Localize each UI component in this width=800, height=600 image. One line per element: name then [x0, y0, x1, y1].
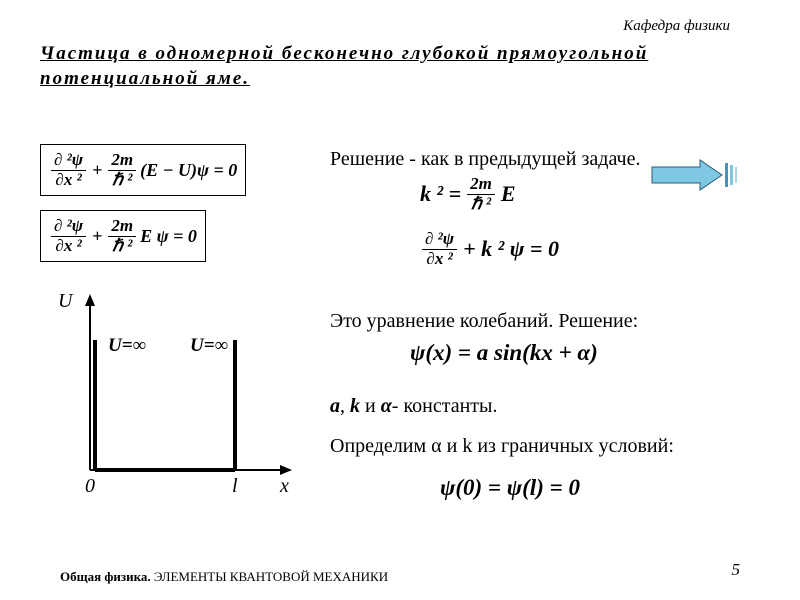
wave-equation: ∂ ²ψ ∂x ² + k ² ψ = 0 [420, 230, 559, 268]
eq1-frac2-num: 2m [108, 151, 136, 171]
arrow-icon [650, 155, 740, 200]
const-sep1: , [340, 395, 350, 417]
page-number: 5 [732, 560, 741, 580]
eq1-tail: (E − U)ψ = 0 [140, 160, 237, 181]
psi-solution: ψ(x) = a sin(kx + α) [410, 340, 598, 366]
eq2-frac2-num: 2m [108, 217, 136, 237]
schrodinger-equation-box: ∂ ²ψ ∂x ² + 2m ℏ ² (E − U)ψ = 0 [40, 144, 246, 196]
schrodinger-free-equation-box: ∂ ²ψ ∂x ² + 2m ℏ ² E ψ = 0 [40, 210, 206, 262]
well-l: l [232, 475, 238, 498]
well-svg [40, 290, 300, 500]
well-U-label: U [58, 290, 72, 313]
eq1-plus: + [92, 160, 102, 181]
const-a: a [330, 395, 340, 417]
well-Uinf-left: U=∞ [108, 335, 146, 357]
footer-rest: ЭЛЕМЕНТЫ КВАНТОВОЙ МЕХАНИКИ [151, 569, 388, 584]
eq2-tail: E ψ = 0 [140, 226, 197, 247]
boundary-equation: ψ(0) = ψ(l) = 0 [440, 475, 580, 501]
department-label: Кафедра физики [623, 18, 730, 35]
well-zero: 0 [85, 475, 95, 498]
eq2-frac2-den: ℏ ² [109, 237, 135, 256]
well-x: x [280, 475, 289, 498]
solution-intro-text: Решение - как в предыдущей задаче. [330, 148, 640, 171]
const-k: k [350, 395, 360, 417]
k-eq-num: 2m [467, 175, 495, 195]
slide-title: Частица в одномерной бесконечно глубокой… [40, 42, 730, 91]
const-sep2: и [360, 395, 381, 417]
well-Uinf-right: U=∞ [190, 335, 228, 357]
oscillation-text: Это уравнение колебаний. Решение: [330, 310, 638, 333]
constants-text: a, k и α- константы. [330, 395, 497, 418]
const-tail: - константы. [392, 395, 498, 417]
k-eq-den: ℏ ² [468, 195, 494, 214]
eq2-plus: + [92, 226, 102, 247]
eq2-frac1-den: ∂x ² [52, 237, 84, 256]
boundary-text: Определим α и k из граничных условий: [330, 435, 674, 458]
k-squared-equation: k ² = 2m ℏ ² E [420, 175, 516, 213]
wave-eq-num: ∂ ²ψ [422, 230, 457, 250]
wave-eq-tail: + k ² ψ = 0 [463, 236, 559, 262]
k-eq-right: E [501, 181, 516, 207]
const-alpha: α [381, 395, 392, 417]
footer-bold: Общая физика. [60, 569, 151, 584]
wave-eq-den: ∂x ² [423, 250, 455, 269]
eq1-frac1-num: ∂ ²ψ [51, 151, 86, 171]
eq1-frac2-den: ℏ ² [109, 171, 135, 190]
eq1-frac1-den: ∂x ² [52, 171, 84, 190]
footer-text: Общая физика. ЭЛЕМЕНТЫ КВАНТОВОЙ МЕХАНИК… [60, 569, 388, 585]
potential-well-diagram: U U=∞ U=∞ 0 l x [40, 290, 300, 500]
eq2-frac1-num: ∂ ²ψ [51, 217, 86, 237]
k-eq-left: k ² = [420, 181, 461, 207]
